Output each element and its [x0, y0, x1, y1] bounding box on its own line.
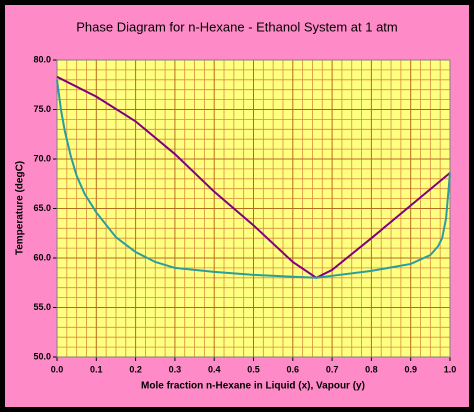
- y-tick-label: 70.0: [33, 153, 51, 163]
- y-tick-label: 80.0: [33, 54, 51, 64]
- x-tick-label: 0.4: [208, 364, 221, 374]
- x-axis-title: Mole fraction n-Hexane in Liquid (x), Va…: [141, 381, 365, 392]
- x-tick-label: 0.9: [404, 364, 417, 374]
- x-tick-label: 0.6: [287, 364, 300, 374]
- x-tick-label: 0.7: [326, 364, 339, 374]
- y-axis-title: Temperature (degC): [15, 161, 26, 255]
- y-tick-label: 60.0: [33, 252, 51, 262]
- x-tick-label: 1.0: [444, 364, 457, 374]
- x-tick-label: 0.0: [51, 364, 64, 374]
- plot-border: [56, 59, 451, 358]
- x-tick-label: 0.3: [169, 364, 182, 374]
- chart-title: Phase Diagram for n-Hexane - Ethanol Sys…: [76, 19, 398, 34]
- series-line: [56, 79, 451, 279]
- x-tick-label: 0.5: [247, 364, 260, 374]
- x-tick-label: 0.1: [90, 364, 103, 374]
- y-tick-label: 50.0: [33, 351, 51, 361]
- series-line: [56, 75, 451, 279]
- y-tick-label: 75.0: [33, 104, 51, 114]
- x-tick-label: 0.2: [129, 364, 142, 374]
- x-tick-label: 0.8: [365, 364, 378, 374]
- y-tick-label: 65.0: [33, 203, 51, 213]
- y-tick-label: 55.0: [33, 302, 51, 312]
